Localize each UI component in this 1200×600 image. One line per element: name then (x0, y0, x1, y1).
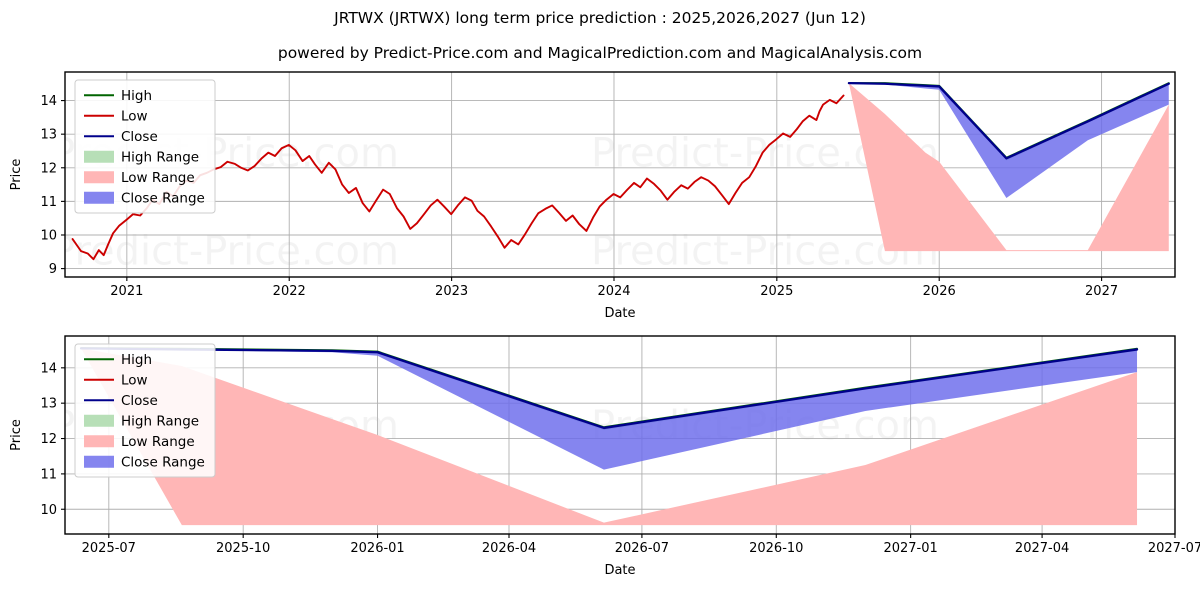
legend-swatch-patch (84, 414, 114, 427)
page-subtitle: powered by Predict-Price.com and Magical… (277, 44, 923, 62)
legend-item[interactable]: Close (84, 129, 158, 145)
ytick-label: 10 (40, 503, 57, 518)
legend-item[interactable]: Low Range (84, 434, 195, 450)
chart-panel-detail: Predict-Price.comPredict-Price.com101112… (9, 335, 1200, 578)
plot-frame (64, 71, 1176, 278)
legend-label: Low (121, 372, 148, 388)
ytick-label: 10 (40, 228, 57, 243)
ytick-label: 11 (40, 467, 57, 482)
xtick-label: 2023 (435, 284, 468, 299)
legend-swatch-patch (84, 171, 114, 184)
legend-label: Close Range (121, 190, 205, 206)
xtick-label: 2027-07 (1148, 541, 1200, 556)
ytick-label: 13 (40, 397, 57, 412)
legend-label: Close (121, 393, 158, 409)
xtick-label: 2025-07 (82, 541, 136, 556)
legend-item[interactable]: High Range (84, 413, 199, 429)
ytick-label: 12 (40, 161, 57, 176)
xtick-label: 2026-10 (749, 541, 803, 556)
legend-label: High (121, 88, 152, 104)
watermark-text: Predict-Price.com (51, 229, 399, 275)
ytick-label: 13 (40, 128, 57, 143)
xtick-label: 2025-10 (216, 541, 270, 556)
legend-item[interactable]: Close Range (84, 454, 205, 470)
chart-legend: High Low Close High Range Low Range Close Ran… (74, 79, 216, 214)
legend-item[interactable]: Close (84, 393, 158, 409)
gridlines (65, 72, 1175, 277)
low-range-band (81, 348, 1138, 526)
low-range-band (848, 83, 1169, 252)
xtick-label: 2026-01 (350, 541, 404, 556)
xtick-label: 2021 (110, 284, 143, 299)
legend-label: Close (121, 129, 158, 145)
x-axis-label: Date (604, 306, 635, 321)
legend-item[interactable]: Low Range (84, 170, 195, 186)
legend-swatch-patch (84, 150, 114, 163)
legend-label: High (121, 352, 152, 368)
xtick-label: 2026 (923, 284, 956, 299)
ytick-label: 14 (40, 94, 57, 109)
chart-legend: High Low Close High Range Low Range Close Ran… (74, 343, 216, 478)
ytick-label: 12 (40, 432, 57, 447)
chart-panel-overview: Predict-Price.comPredict-Price.comPredic… (9, 71, 1176, 321)
legend-label: Low (121, 108, 148, 124)
axis-ticks: 9 10 11 12 13 14 2021 2022 2023 2024 2025 2026 2027 (40, 94, 1118, 299)
legend-item[interactable]: Low (84, 108, 148, 124)
watermark-text: Predict-Price.com (591, 229, 939, 275)
plot-frame (64, 335, 1176, 535)
legend-swatch-patch (84, 455, 114, 468)
legend-label: Low Range (121, 170, 195, 186)
y-axis-label: Price (9, 159, 24, 191)
legend-item[interactable]: High Range (84, 149, 199, 165)
ytick-label: 9 (49, 262, 57, 277)
legend-item[interactable]: High (84, 352, 152, 368)
xtick-label: 2027-04 (1015, 541, 1069, 556)
legend-swatch-patch (84, 435, 114, 448)
x-axis-label: Date (604, 563, 635, 578)
xtick-label: 2026-07 (615, 541, 669, 556)
ytick-label: 11 (40, 195, 57, 210)
axis-ticks: 10 11 12 13 14 2025-07 2025-10 2026-01 2026-04 20… (40, 361, 1200, 556)
watermark-group: Predict-Price.comPredict-Price.comPredic… (51, 130, 939, 275)
legend-label: Close Range (121, 454, 205, 470)
xtick-label: 2022 (273, 284, 306, 299)
prediction-line-close (847, 81, 1170, 160)
close-range-band (81, 348, 1138, 470)
legend-label: High Range (121, 149, 199, 165)
close-range-band (848, 83, 1169, 199)
y-axis-label: Price (9, 419, 24, 451)
xtick-label: 2027 (1085, 284, 1118, 299)
xtick-label: 2024 (597, 284, 630, 299)
legend-item[interactable]: High (84, 88, 152, 104)
page-title: JRTWX (JRTWX) long term price prediction… (334, 9, 866, 27)
xtick-label: 2026-04 (482, 541, 536, 556)
xtick-label: 2025 (760, 284, 793, 299)
legend-label: Low Range (121, 434, 195, 450)
legend-swatch-patch (84, 191, 114, 204)
legend-label: High Range (121, 413, 199, 429)
legend-item[interactable]: Low (84, 372, 148, 388)
ytick-label: 14 (40, 361, 57, 376)
xtick-label: 2027-01 (883, 541, 937, 556)
legend-item[interactable]: Close Range (84, 190, 205, 206)
